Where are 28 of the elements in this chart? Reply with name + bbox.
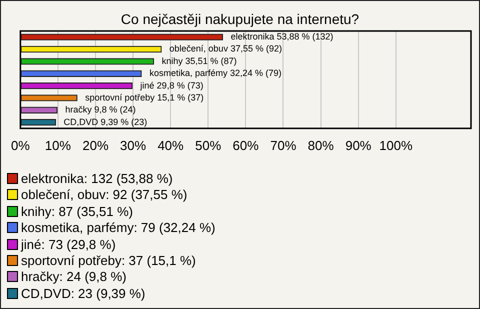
x-tick-label: 0% (10, 138, 30, 153)
chart-title: Co nejčastěji nakupujete na internetu? (120, 10, 360, 29)
data-label: sportovní potřeby 15,1 % (37) (85, 92, 204, 102)
x-tick-label: 50% (195, 138, 222, 153)
data-label: jiné 29,8 % (73) (139, 80, 204, 90)
x-tick-label: 30% (120, 138, 146, 153)
data-label: CD,DVD 9,39 % (23) (64, 116, 148, 127)
legend-label: oblečení, obuv: 92 (37,55 %) (21, 187, 188, 202)
x-tick-label: 20% (82, 138, 109, 153)
x-tick-label: 90% (345, 138, 372, 153)
legend-label: sportovní potřeby: 37 (15,1 %) (21, 252, 196, 268)
legend-label: knihy: 87 (35,51 %) (21, 204, 134, 219)
x-tick-label: 60% (232, 138, 260, 153)
x-tick-label: 40% (158, 138, 184, 153)
legend-label: hračky: 24 (9,8 %) (21, 269, 126, 284)
legend-label: jiné: 73 (29,8 %) (21, 236, 116, 252)
x-tick-label: 70% (270, 138, 297, 153)
data-label: hračky 9,8 % (24) (65, 104, 136, 115)
x-tick-label: 100% (379, 138, 413, 153)
legend-label: elektronika: 132 (53,88 %) (21, 171, 173, 186)
legend-label: kosmetika, parfémy: 79 (32,24 %) (21, 220, 216, 236)
x-tick-label: 10% (44, 138, 72, 153)
legend-label: CD,DVD: 23 (9,39 %) (21, 286, 146, 301)
data-label: elektronika 53,88 % (132) (230, 32, 334, 42)
data-label: kosmetika, parfémy 32,24 % (79) (149, 68, 282, 78)
x-tick-label: 80% (308, 138, 334, 153)
data-label: oblečení, obuv 37,55 % (92) (169, 44, 282, 54)
data-label: knihy 35,51 % (87) (162, 56, 237, 66)
